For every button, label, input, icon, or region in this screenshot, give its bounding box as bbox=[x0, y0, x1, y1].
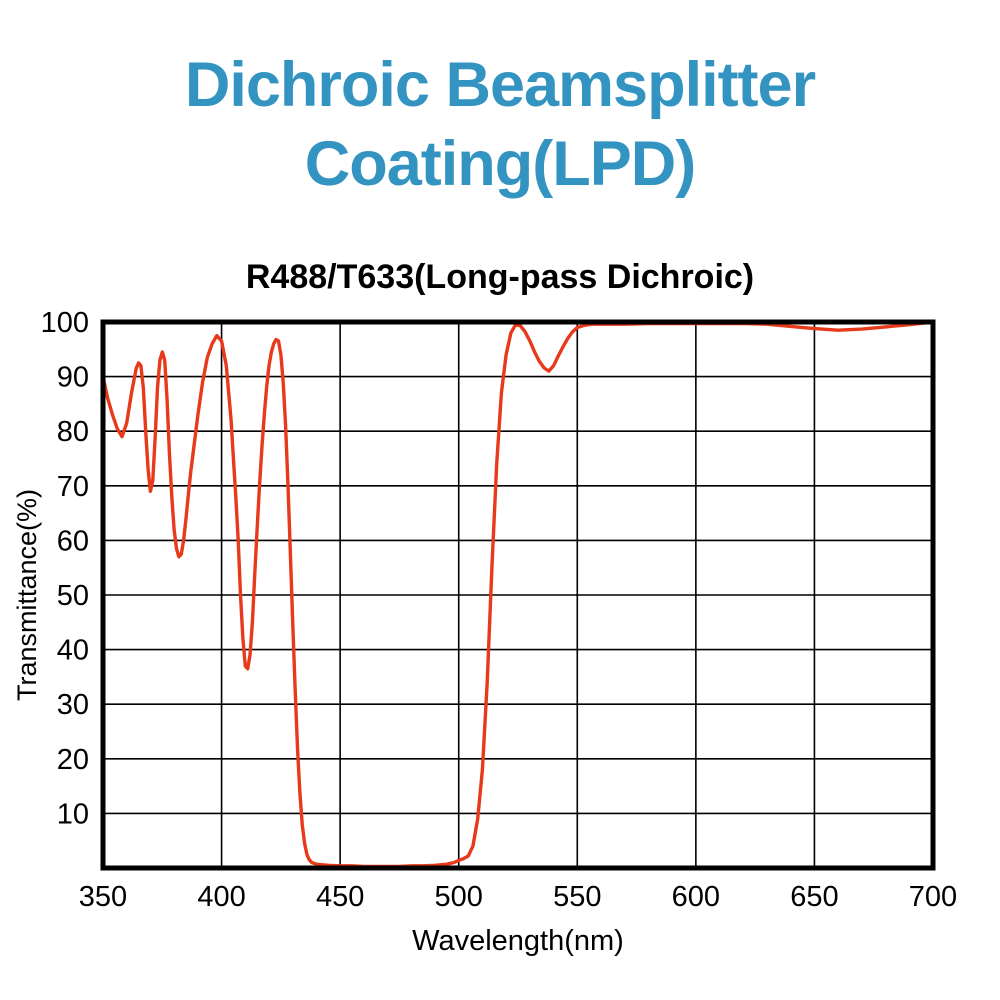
y-axis-label: Transmittance(%) bbox=[12, 489, 42, 701]
y-tick-label: 80 bbox=[57, 416, 89, 448]
title-line-1: Dichroic Beamsplitter bbox=[184, 50, 816, 120]
x-tick-label: 350 bbox=[79, 881, 127, 913]
transmittance-curve bbox=[101, 320, 935, 869]
page-title: Dichroic Beamsplitter Coating(LPD) bbox=[0, 46, 1000, 205]
y-tick-label: 90 bbox=[57, 362, 89, 394]
x-axis-label: Wavelength(nm) bbox=[412, 925, 624, 957]
x-tick-label: 650 bbox=[790, 881, 838, 913]
plot-area: 10 20 30 40 50 60 70 80 90 100 350 400 450 500 550 600 6… bbox=[41, 307, 958, 913]
x-tick-label: 500 bbox=[435, 881, 483, 913]
x-tick-label: 700 bbox=[909, 881, 957, 913]
transmittance-chart: Transmittance(%) 10 20 30 40 50 60 70 80 90 100 35… bbox=[12, 307, 958, 957]
y-tick-label: 20 bbox=[57, 744, 89, 776]
y-tick-label: 70 bbox=[57, 471, 89, 503]
x-tick-label: 450 bbox=[316, 881, 364, 913]
chart-title: R488/T633(Long-pass Dichroic) bbox=[245, 258, 755, 296]
x-tick-label: 400 bbox=[197, 881, 245, 913]
y-tick-label: 40 bbox=[57, 635, 89, 667]
y-tick-label: 30 bbox=[57, 689, 89, 721]
x-tick-label: 600 bbox=[672, 881, 720, 913]
y-tick-label: 60 bbox=[57, 525, 89, 557]
y-tick-label: 50 bbox=[57, 580, 89, 612]
x-tick-label: 550 bbox=[553, 881, 601, 913]
y-tick-label: 100 bbox=[41, 307, 89, 339]
plot-frame bbox=[100, 319, 936, 871]
chart: Transmittance(%) 10 20 30 40 50 60 70 80 90 100 35… bbox=[0, 300, 1000, 1000]
title-line-2: Coating(LPD) bbox=[304, 129, 696, 200]
y-tick-label: 10 bbox=[57, 798, 89, 830]
